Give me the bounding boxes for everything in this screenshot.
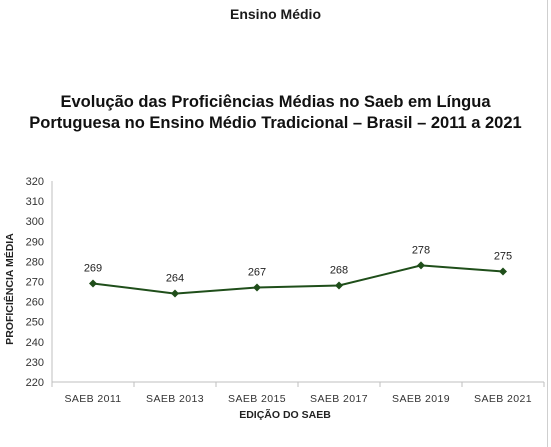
data-point-marker [89, 279, 97, 288]
chart-title-line-1: Evolução das Proficiências Médias no Sae… [60, 93, 491, 111]
x-tick-label: SAEB 2015 [228, 393, 286, 405]
y-tick-label: 240 [26, 337, 44, 349]
data-point-marker [171, 289, 179, 298]
data-point-marker [417, 261, 425, 270]
x-tick-label: SAEB 2019 [392, 393, 450, 405]
y-tick-label: 220 [26, 377, 44, 389]
x-axis-title: EDIÇÃO DO SAEB [239, 408, 331, 421]
page-header: Ensino Médio [230, 6, 321, 22]
data-label: 278 [412, 244, 430, 256]
y-tick-label: 270 [26, 277, 44, 289]
data-label: 269 [84, 263, 102, 275]
y-tick-label: 310 [26, 196, 44, 208]
data-label: 268 [330, 265, 348, 277]
y-tick-label: 300 [26, 216, 44, 228]
chart-title: Evolução das Proficiências Médias no Sae… [0, 92, 551, 134]
x-tick-label: SAEB 2011 [64, 393, 121, 405]
data-label: 264 [166, 273, 184, 285]
chart-axes: 220 230 240 250 260 270 280 290 300 310 320 SAEB 20… [26, 176, 545, 405]
chart-title-line-2: Portuguesa no Ensino Médio Tradicional –… [29, 114, 522, 132]
y-tick-label: 280 [26, 256, 44, 268]
chart-series: 269 264 267 268 278 275 [84, 244, 512, 298]
data-point-marker [335, 281, 343, 290]
page-edge-rule [547, 0, 548, 447]
y-tick-label: 320 [26, 176, 44, 188]
y-tick-label: 230 [26, 357, 44, 369]
y-tick-label: 250 [26, 317, 44, 329]
y-axis-title: PROFICIÊNCIA MÉDIA [3, 233, 16, 345]
x-tick-label: SAEB 2013 [146, 393, 204, 405]
x-tick-label: SAEB 2017 [310, 393, 368, 405]
x-tick-label: SAEB 2021 [474, 393, 532, 405]
data-label: 275 [494, 250, 512, 262]
series-line [92, 264, 504, 295]
data-point-marker [499, 267, 507, 276]
data-point-marker [253, 283, 261, 292]
data-label: 267 [248, 267, 266, 279]
y-tick-label: 260 [26, 297, 44, 309]
y-tick-label: 290 [26, 236, 44, 248]
